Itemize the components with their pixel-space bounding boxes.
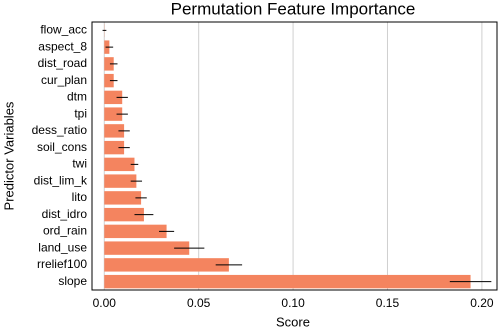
bar bbox=[104, 258, 229, 272]
y-tick-label: ord_rain bbox=[43, 224, 87, 238]
bar bbox=[104, 174, 137, 188]
bar bbox=[104, 157, 135, 172]
x-tick-label: 0.05 bbox=[187, 296, 211, 310]
x-tick-label: 0.00 bbox=[93, 296, 117, 310]
bar bbox=[104, 241, 190, 255]
bar bbox=[104, 224, 167, 239]
bar bbox=[104, 73, 114, 88]
bar bbox=[104, 90, 123, 105]
x-tick-label: 0.20 bbox=[470, 296, 494, 310]
y-tick-label: dess_ratio bbox=[32, 123, 88, 137]
chart-title: Permutation Feature Importance bbox=[171, 0, 416, 18]
x-tick-label: 0.10 bbox=[281, 296, 305, 310]
y-tick-label: lito bbox=[72, 190, 88, 204]
bar bbox=[104, 124, 125, 138]
y-tick-label: land_use bbox=[38, 240, 87, 254]
bar bbox=[104, 57, 114, 71]
x-tick-label: 0.15 bbox=[376, 296, 400, 310]
y-tick-label: dtm bbox=[67, 90, 87, 104]
y-tick-label: aspect_8 bbox=[38, 39, 87, 53]
y-tick-label: dist_lim_k bbox=[34, 173, 88, 187]
bar bbox=[104, 274, 471, 289]
y-axis-title: Predictor Variables bbox=[1, 101, 16, 210]
y-tick-label: tpi bbox=[74, 106, 87, 120]
x-axis-title: Score bbox=[276, 314, 310, 329]
bar bbox=[104, 191, 142, 205]
y-tick-label: slope bbox=[58, 274, 87, 288]
y-tick-label: rrelief100 bbox=[37, 257, 87, 271]
y-tick-label: soil_cons bbox=[37, 140, 87, 154]
y-tick-label: dist_road bbox=[38, 56, 87, 70]
bar bbox=[104, 107, 123, 121]
y-tick-label: dist_idro bbox=[42, 207, 88, 221]
y-tick-label: twi bbox=[72, 157, 87, 171]
y-tick-label: cur_plan bbox=[41, 73, 87, 87]
y-tick-label: flow_acc bbox=[40, 23, 87, 37]
bar bbox=[104, 207, 144, 222]
plot-frame bbox=[91, 21, 498, 291]
bar bbox=[104, 140, 125, 155]
